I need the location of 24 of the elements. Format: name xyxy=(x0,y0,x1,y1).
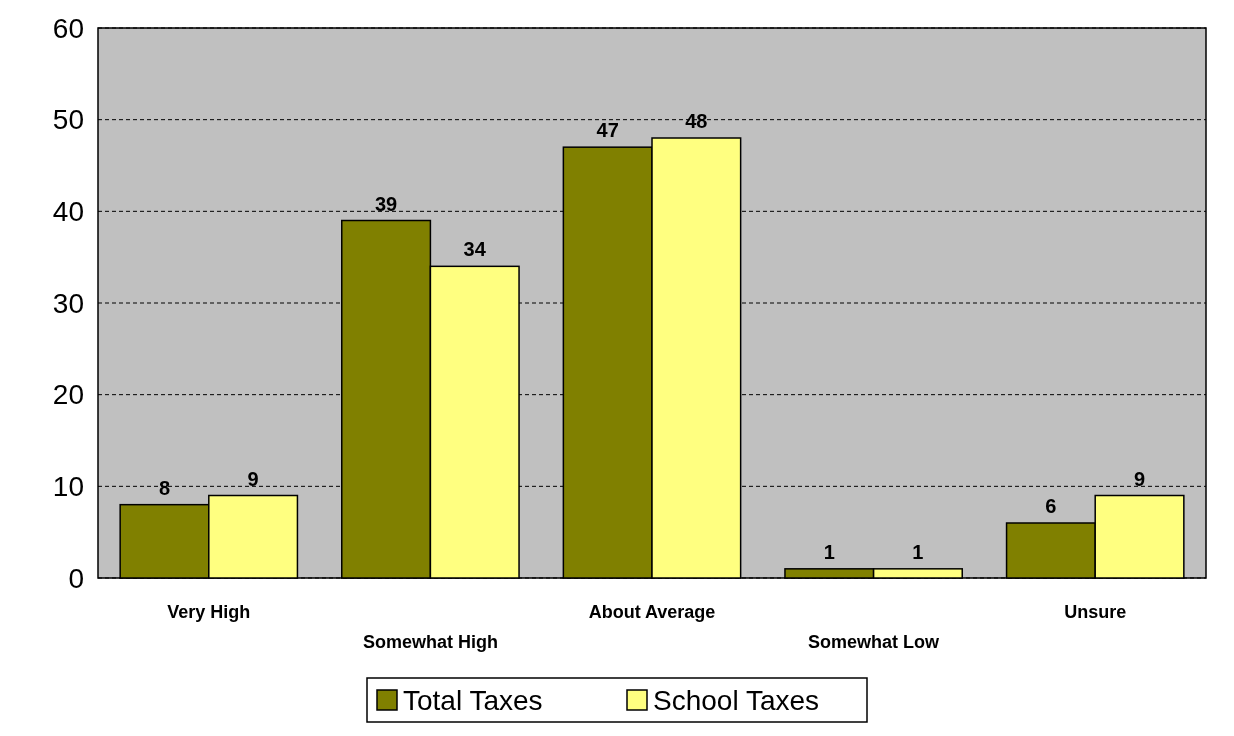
data-label: 48 xyxy=(685,110,708,132)
y-tick-label: 30 xyxy=(52,287,84,319)
legend-label: Total Taxes xyxy=(403,684,543,716)
data-label: 6 xyxy=(1045,495,1057,517)
x-tick-label: Unsure xyxy=(1064,602,1127,622)
y-tick-label: 10 xyxy=(52,471,84,503)
y-tick-label: 0 xyxy=(68,562,84,594)
x-tick-label: Very High xyxy=(167,602,251,622)
data-label: 9 xyxy=(247,467,259,490)
x-tick-label: Somewhat Low xyxy=(808,632,941,652)
y-tick-label: 40 xyxy=(52,196,84,228)
x-tick-label: About Average xyxy=(588,602,716,622)
x-tick-label: Somewhat High xyxy=(362,632,498,652)
y-tick-label: 60 xyxy=(52,12,84,44)
data-label: 1 xyxy=(823,540,835,563)
y-tick-label: 20 xyxy=(52,379,84,411)
data-label: 8 xyxy=(158,476,171,499)
y-tick-label: 50 xyxy=(52,104,84,136)
data-label: 1 xyxy=(912,540,924,563)
data-label: 39 xyxy=(374,192,398,215)
data-label: 34 xyxy=(463,238,487,261)
data-label: 47 xyxy=(596,119,619,142)
legend-label: School Taxes xyxy=(653,684,820,716)
data-label: 9 xyxy=(1133,467,1146,490)
